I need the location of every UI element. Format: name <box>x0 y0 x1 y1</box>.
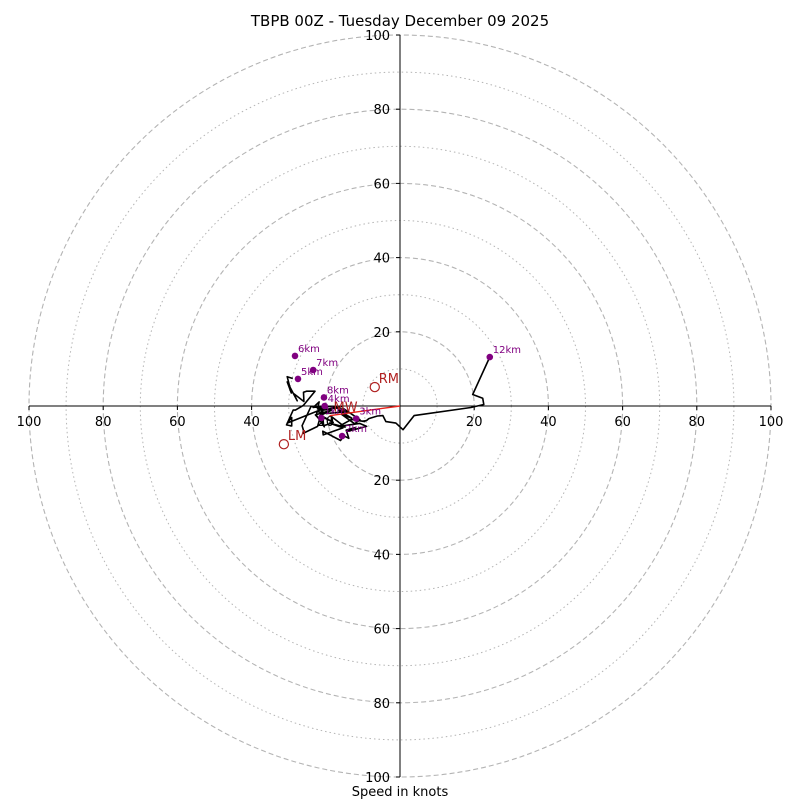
shear-vector <box>329 405 401 417</box>
height-label-8km: 8km <box>327 385 349 396</box>
height-marker-8km <box>320 394 328 401</box>
storm-motion-markers: RM LM MW <box>278 372 399 450</box>
height-label-12km: 12km <box>493 345 521 356</box>
height-markers: 1km2km3km4km5km6km7km8km12km <box>291 344 521 440</box>
height-marker-3km <box>352 415 360 422</box>
chart-title: TBPB 00Z - Tuesday December 09 2025 <box>250 12 549 30</box>
height-label-3km: 3km <box>359 407 381 418</box>
x-tick-label: 100 <box>17 415 42 430</box>
height-marker-7km <box>309 366 317 374</box>
x-tick-label: 40 <box>243 415 260 430</box>
x-tick-label: 20 <box>466 415 483 430</box>
height-marker-2km <box>338 432 346 440</box>
storm-marker-rm <box>369 381 380 393</box>
height-label-2km: 2km <box>345 424 367 435</box>
x-tick-label: 60 <box>169 415 186 430</box>
storm-label-mw: MW <box>334 401 358 416</box>
y-tick-label: 40 <box>373 548 390 563</box>
height-label-7km: 7km <box>316 358 338 369</box>
x-tick-label: 80 <box>689 415 706 430</box>
y-tick-label: 80 <box>373 697 390 712</box>
height-marker-12km <box>486 353 494 361</box>
x-tick-label: 60 <box>614 415 631 430</box>
y-tick-label: 100 <box>365 771 390 786</box>
storm-label-rm: RM <box>379 372 399 387</box>
storm-label-lm: LM <box>288 429 306 444</box>
y-tick-label: 20 <box>373 326 390 341</box>
storm-marker-lm <box>278 439 290 450</box>
height-marker-6km <box>291 352 299 360</box>
height-marker-4km <box>321 402 328 410</box>
y-tick-label: 80 <box>373 103 390 118</box>
height-marker-5km <box>294 375 302 383</box>
y-tick-label: 40 <box>373 252 390 267</box>
x-axis-label: Speed in knots <box>352 785 449 800</box>
height-label-4km: 4km <box>328 394 350 405</box>
y-tick-label: 20 <box>373 474 390 489</box>
y-tick-label: 60 <box>373 177 390 192</box>
height-label-1km: 1km <box>324 406 346 417</box>
height-marker-1km <box>318 414 325 422</box>
x-tick-label: 80 <box>95 415 112 430</box>
x-tick-label: 40 <box>540 415 557 430</box>
y-tick-label: 60 <box>373 623 390 638</box>
y-tick-label: 100 <box>365 29 390 44</box>
height-label-6km: 6km <box>298 344 320 355</box>
x-tick-label: 100 <box>759 415 784 430</box>
tick-labels: 100 80 60 40 20 20 40 60 80 100100806040202040608… <box>17 29 784 786</box>
